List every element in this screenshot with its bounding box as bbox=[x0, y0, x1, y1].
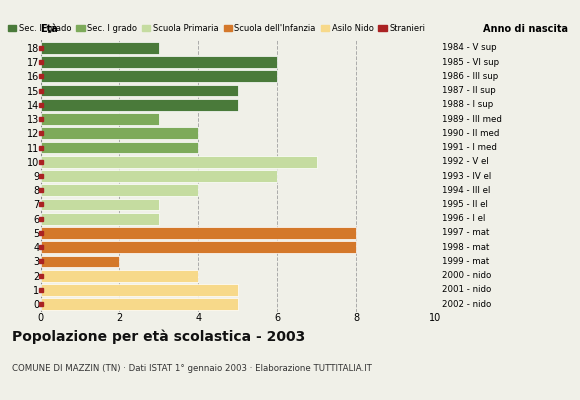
Text: 1990 - II med: 1990 - II med bbox=[442, 129, 499, 138]
Text: 1988 - I sup: 1988 - I sup bbox=[442, 100, 494, 109]
Bar bbox=[41, 70, 277, 82]
Text: 1998 - mat: 1998 - mat bbox=[442, 243, 490, 252]
Text: 1984 - V sup: 1984 - V sup bbox=[442, 43, 497, 52]
Text: 2002 - nido: 2002 - nido bbox=[442, 300, 491, 309]
Text: Popolazione per età scolastica - 2003: Popolazione per età scolastica - 2003 bbox=[12, 330, 305, 344]
Text: Età: Età bbox=[41, 24, 59, 34]
Bar bbox=[41, 170, 277, 182]
Text: 1994 - III el: 1994 - III el bbox=[442, 186, 491, 195]
Bar bbox=[41, 113, 159, 125]
Legend: Sec. II grado, Sec. I grado, Scuola Primaria, Scuola dell'Infanzia, Asilo Nido, : Sec. II grado, Sec. I grado, Scuola Prim… bbox=[8, 24, 425, 33]
Text: 1986 - III sup: 1986 - III sup bbox=[442, 72, 498, 81]
Bar bbox=[41, 256, 119, 267]
Text: Anno di nascita: Anno di nascita bbox=[483, 24, 568, 34]
Bar bbox=[41, 142, 198, 153]
Text: 1996 - I el: 1996 - I el bbox=[442, 214, 485, 223]
Text: 1987 - II sup: 1987 - II sup bbox=[442, 86, 496, 95]
Bar bbox=[41, 56, 277, 68]
Text: 1993 - IV el: 1993 - IV el bbox=[442, 172, 491, 180]
Bar bbox=[41, 270, 198, 282]
Text: 1989 - III med: 1989 - III med bbox=[442, 114, 502, 124]
Text: 2001 - nido: 2001 - nido bbox=[442, 286, 491, 294]
Bar bbox=[41, 241, 356, 253]
Bar bbox=[41, 199, 159, 210]
Text: 1985 - VI sup: 1985 - VI sup bbox=[442, 58, 499, 66]
Text: 1992 - V el: 1992 - V el bbox=[442, 157, 489, 166]
Bar bbox=[41, 99, 238, 111]
Bar bbox=[41, 213, 159, 224]
Text: COMUNE DI MAZZIN (TN) · Dati ISTAT 1° gennaio 2003 · Elaborazione TUTTITALIA.IT: COMUNE DI MAZZIN (TN) · Dati ISTAT 1° ge… bbox=[12, 364, 371, 373]
Bar bbox=[41, 298, 238, 310]
Text: 1995 - II el: 1995 - II el bbox=[442, 200, 488, 209]
Bar bbox=[41, 42, 159, 54]
Bar bbox=[41, 128, 198, 139]
Text: 2000 - nido: 2000 - nido bbox=[442, 271, 491, 280]
Text: 1999 - mat: 1999 - mat bbox=[442, 257, 490, 266]
Bar bbox=[41, 156, 317, 168]
Bar bbox=[41, 85, 238, 96]
Text: 1997 - mat: 1997 - mat bbox=[442, 228, 490, 238]
Bar bbox=[41, 184, 198, 196]
Bar bbox=[41, 284, 238, 296]
Text: 1991 - I med: 1991 - I med bbox=[442, 143, 497, 152]
Bar bbox=[41, 227, 356, 239]
